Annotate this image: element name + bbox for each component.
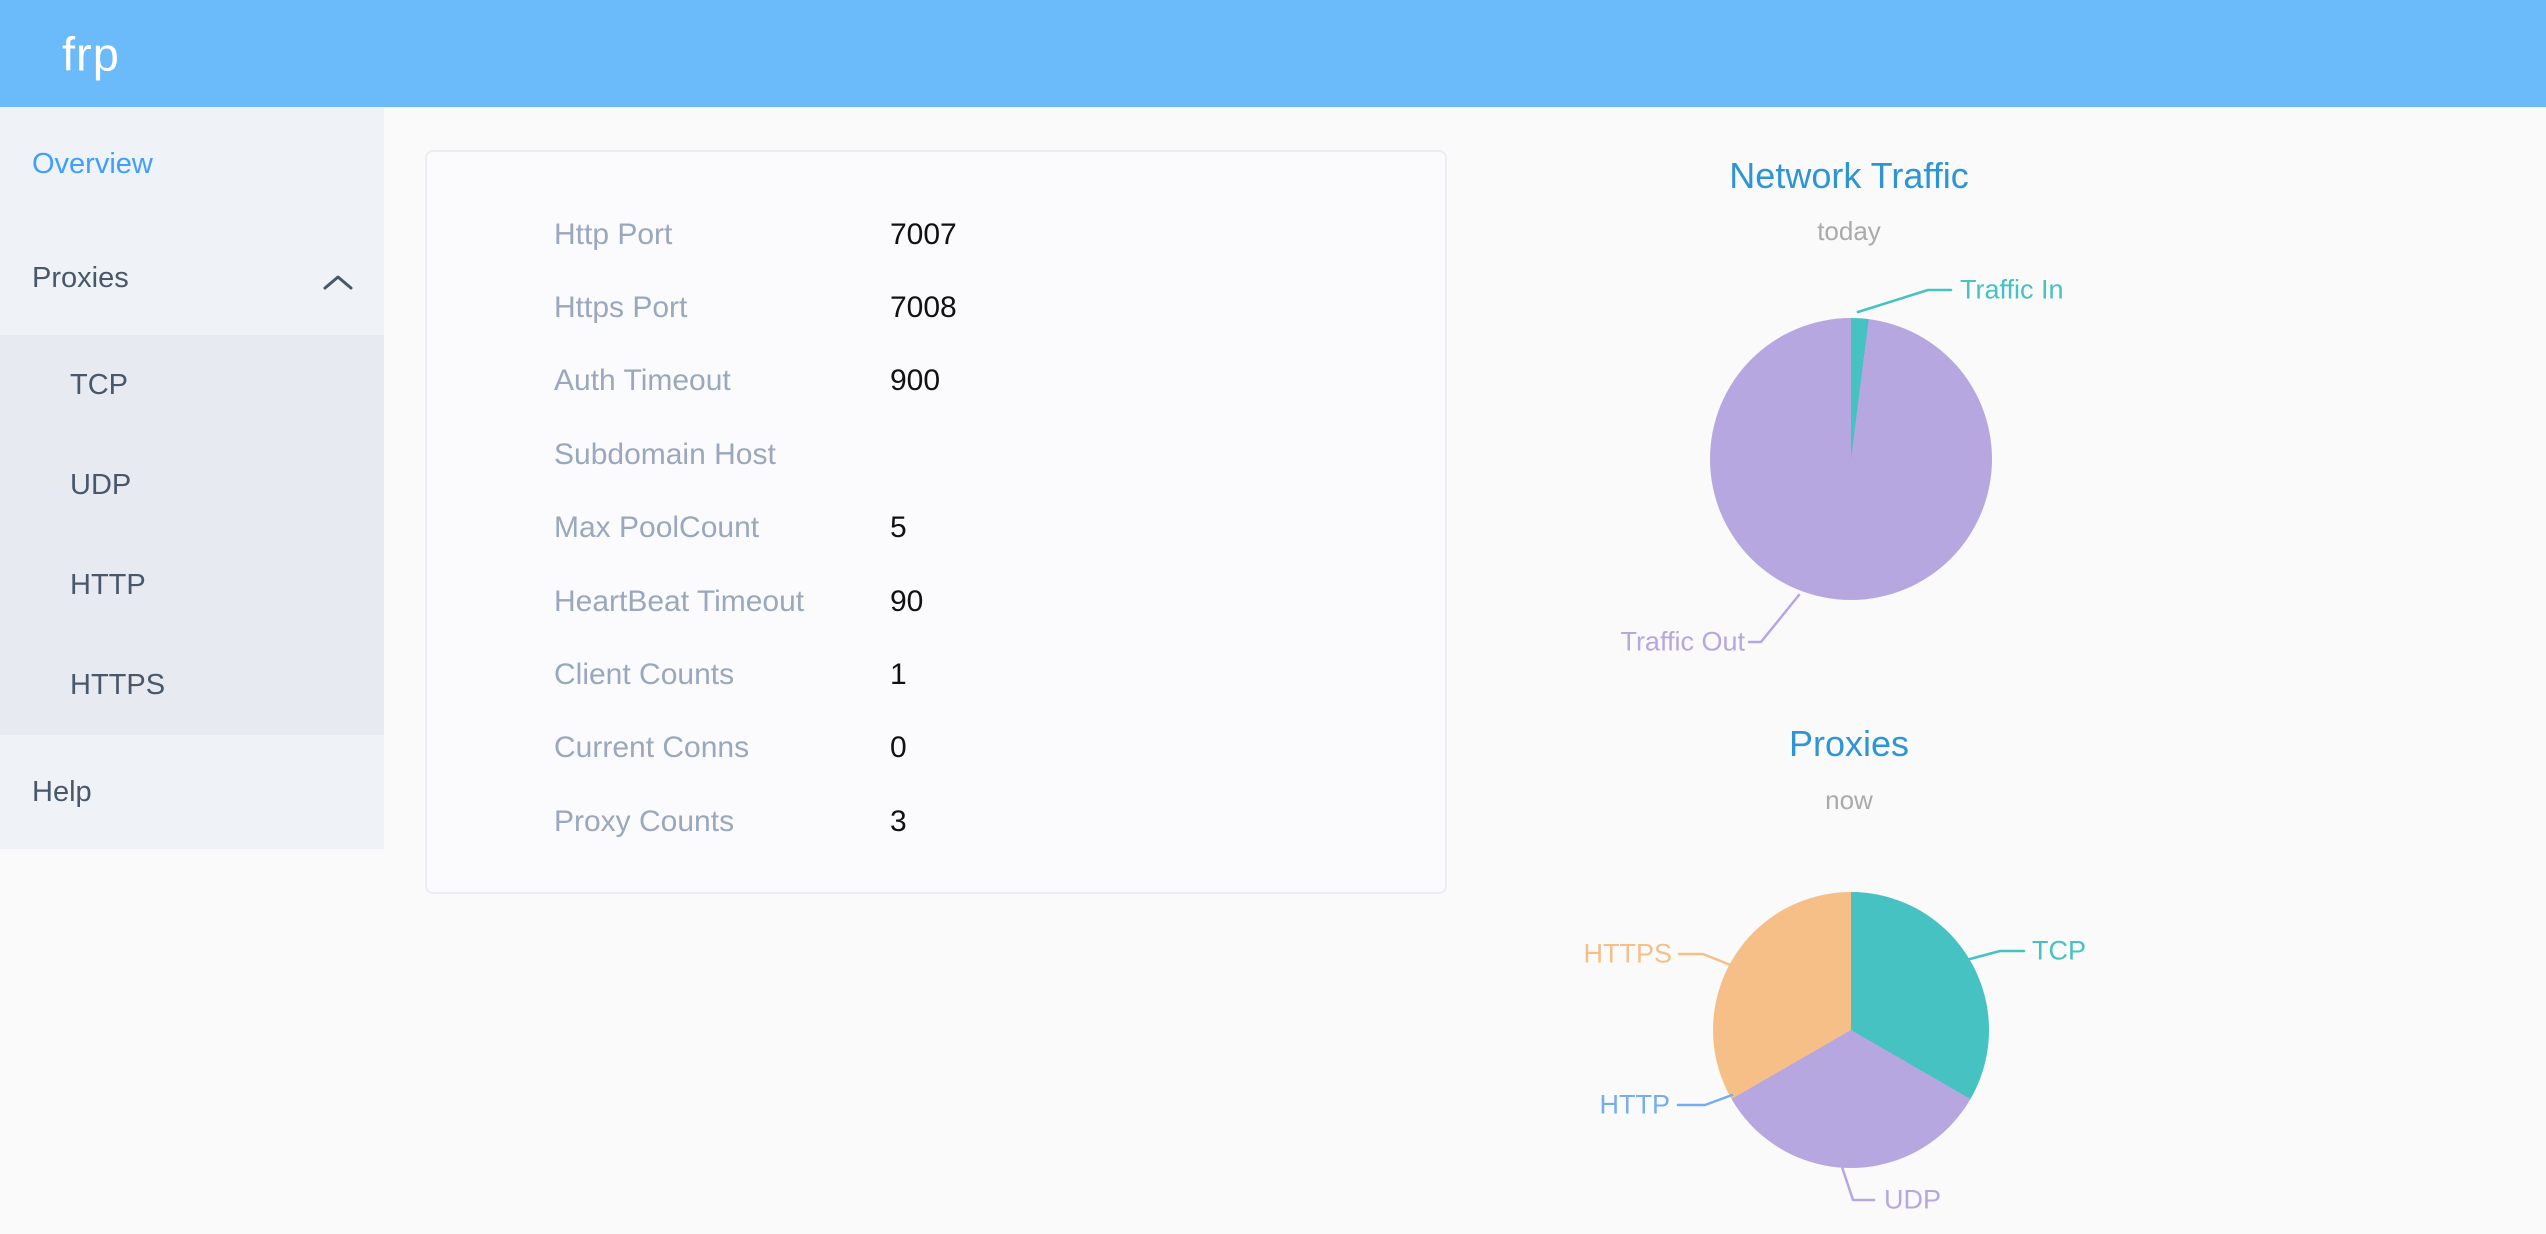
- config-row-value: 0: [890, 731, 907, 765]
- config-row-value: 5: [890, 511, 907, 545]
- traffic-out-labelline: [1747, 593, 1801, 644]
- server-config-card: Http Port 7007 Https Port 7008 Auth Time…: [425, 150, 1447, 894]
- network-traffic-pie[interactable]: [1710, 318, 1992, 600]
- config-row: Subdomain Host: [427, 418, 1445, 491]
- config-row-label: Client Counts: [554, 658, 735, 692]
- network-traffic-title: Network Traffic: [1729, 155, 1969, 196]
- sidebar-item-label: TCP: [70, 368, 128, 401]
- config-row-value: 3: [890, 804, 907, 838]
- tcp-slice-label: TCP: [2032, 935, 2086, 966]
- network-traffic-subtitle: today: [1817, 216, 1881, 246]
- sidebar-item-https[interactable]: HTTPS: [0, 635, 384, 735]
- sidebar-item-tcp[interactable]: TCP: [0, 335, 384, 435]
- https-labelline: [1677, 952, 1735, 968]
- config-row: Max PoolCount 5: [427, 492, 1445, 565]
- config-row-value: 7008: [890, 291, 957, 325]
- sidebar-item-label: Help: [32, 775, 92, 808]
- sidebar-item-label: UDP: [70, 468, 132, 501]
- proxies-title: Proxies: [1788, 723, 1910, 764]
- config-row: Auth Timeout 900: [427, 345, 1445, 418]
- sidebar-item-proxies[interactable]: Proxies: [0, 221, 384, 335]
- http-slice-label: HTTP: [1599, 1089, 1671, 1120]
- http-labelline: [1676, 1093, 1734, 1107]
- udp-labelline: [1839, 1162, 1876, 1202]
- config-row: Proxy Counts 3: [427, 785, 1445, 858]
- config-row-value: 900: [890, 364, 941, 398]
- config-row-value: 90: [890, 584, 924, 618]
- config-row: Https Port 7008: [427, 271, 1445, 344]
- chevron-up-icon: [322, 268, 354, 290]
- config-row-value: 7007: [890, 217, 957, 251]
- config-row: Http Port 7007: [427, 198, 1445, 271]
- traffic-in-label: Traffic In: [1960, 274, 2064, 305]
- tcp-labelline: [1968, 949, 2026, 961]
- sidebar-item-label: HTTPS: [70, 668, 166, 701]
- config-row: HeartBeat Timeout 90: [427, 565, 1445, 638]
- sidebar-item-overview[interactable]: Overview: [0, 107, 384, 221]
- frp-logo: frp: [62, 27, 120, 80]
- config-row-label: Auth Timeout: [554, 364, 731, 398]
- config-row-label: Current Conns: [554, 731, 750, 765]
- sidebar-item-label: Proxies: [32, 261, 129, 294]
- config-row-label: HeartBeat Timeout: [554, 584, 805, 618]
- proxies-subtitle: now: [1825, 785, 1873, 815]
- config-row-label: Subdomain Host: [554, 437, 776, 471]
- config-row-label: Max PoolCount: [554, 511, 760, 545]
- sidebar-item-label: HTTP: [70, 568, 146, 601]
- sidebar-item-http[interactable]: HTTP: [0, 535, 384, 635]
- app-header: frp: [0, 0, 2546, 107]
- sidebar: Overview Proxies TCP UDP HTTP HTTPS Help: [0, 107, 384, 849]
- udp-slice-label: UDP: [1884, 1184, 1942, 1215]
- config-row-label: Proxy Counts: [554, 804, 735, 838]
- sidebar-item-label: Overview: [32, 147, 153, 180]
- https-slice-label: HTTPS: [1583, 938, 1672, 969]
- config-row: Current Conns 0: [427, 712, 1445, 785]
- config-row-label: Https Port: [554, 291, 688, 325]
- config-row-label: Http Port: [554, 217, 673, 251]
- traffic-out-label: Traffic Out: [1620, 626, 1745, 657]
- sidebar-item-help[interactable]: Help: [0, 735, 384, 849]
- config-row: Client Counts 1: [427, 638, 1445, 711]
- proxies-pie[interactable]: [1713, 892, 1989, 1168]
- config-row-value: 1: [890, 658, 907, 692]
- traffic-in-labelline: [1856, 288, 1953, 314]
- sidebar-item-udp[interactable]: UDP: [0, 435, 384, 535]
- proxies-submenu: TCP UDP HTTP HTTPS: [0, 335, 384, 735]
